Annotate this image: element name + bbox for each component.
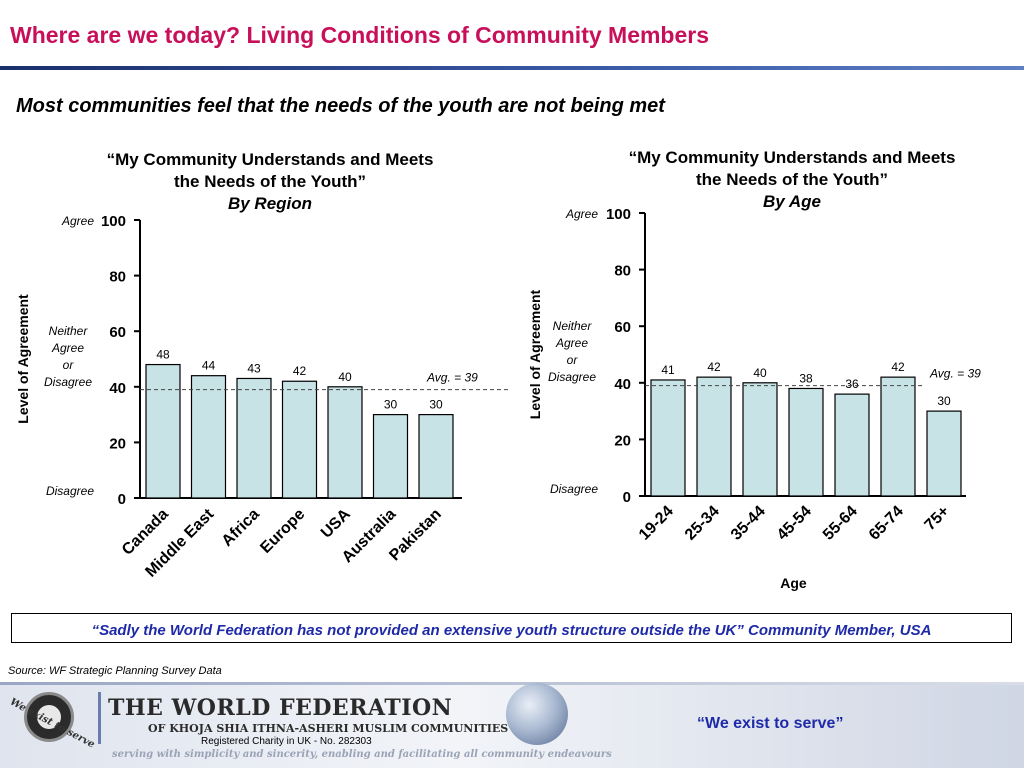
bar (236, 377, 272, 499)
chart-title-line: “My Community Understands and Meets (107, 150, 434, 169)
scale-label-neutral: or (63, 358, 75, 372)
slide-title: Where are we today? Living Conditions of… (10, 22, 710, 48)
chart-title-line: the Needs of the Youth” (174, 172, 366, 191)
scale-label-agree: Agree (565, 207, 598, 221)
average-label: Avg. = 39 (929, 367, 981, 381)
data-label: 43 (247, 361, 261, 375)
scale-label-agree: Agree (61, 214, 94, 228)
y-axis-label: Level of Agreement (15, 294, 31, 424)
chart-title-line: “My Community Understands and Meets (629, 148, 956, 167)
slide-header: Where are we today? Living Conditions of… (0, 0, 1024, 66)
scale-label-neutral: Disagree (548, 370, 596, 384)
y-tick-label: 80 (614, 263, 631, 280)
category-label: 19-24 (636, 503, 677, 544)
bar (926, 410, 962, 497)
data-label: 30 (429, 398, 443, 412)
scale-label-neutral: Agree (51, 341, 84, 355)
scale-label-disagree: Disagree (46, 484, 94, 498)
data-label: 40 (338, 370, 352, 384)
globe-icon (506, 683, 568, 745)
source-note: Source: WF Strategic Planning Survey Dat… (8, 665, 222, 677)
scale-label-neutral: Disagree (44, 375, 92, 389)
y-tick-label: 100 (606, 206, 631, 223)
category-label: 25-34 (682, 503, 723, 544)
scale-label-neutral: Neither (49, 324, 89, 338)
org-name: THE WORLD FEDERATION (108, 695, 453, 721)
motto: “We exist to serve” (697, 715, 844, 732)
y-tick-label: 40 (614, 376, 631, 393)
charts-canvas: “My Community Understands and Meets the N… (15, 148, 981, 591)
org-tagline: serving with simplicity and sincerity, e… (112, 749, 612, 760)
chart-title-line: the Needs of the Youth” (696, 170, 888, 189)
chart-title-line: By Region (228, 194, 312, 213)
category-label: Africa (219, 506, 263, 550)
logo-emblem (37, 705, 61, 729)
y-tick-label: 0 (623, 489, 631, 506)
org-subtitle: OF KHOJA SHIA ITHNA-ASHERI MUSLIM COMMUN… (148, 722, 509, 735)
category-label: Europe (257, 506, 308, 557)
y-tick-label: 0 (118, 491, 126, 508)
bar (418, 414, 454, 499)
header-divider (0, 66, 1024, 70)
y-tick-label: 20 (614, 432, 631, 449)
data-label: 41 (661, 363, 675, 377)
scale-label-disagree: Disagree (550, 482, 598, 496)
y-tick-label: 80 (109, 269, 126, 286)
bar (834, 393, 870, 497)
bar (281, 380, 318, 499)
slide-subtitle: Most communities feel that the needs of … (16, 95, 665, 117)
footer-divider (98, 692, 101, 744)
bar (327, 386, 363, 499)
data-label: 42 (293, 364, 307, 378)
bar (742, 382, 778, 497)
category-label: 55-64 (820, 503, 861, 544)
scale-label-neutral: Agree (555, 336, 588, 350)
bar (190, 375, 227, 499)
data-label: 40 (753, 366, 767, 380)
data-label: 38 (799, 371, 813, 385)
data-label: 48 (156, 348, 170, 362)
y-axis-label: Level of Agreement (527, 289, 543, 419)
data-label: 42 (707, 360, 721, 374)
footer-top-line (0, 682, 1024, 685)
category-label: USA (318, 505, 354, 541)
scale-label-neutral: or (567, 353, 579, 367)
category-label: 35-44 (728, 503, 769, 544)
y-tick-label: 40 (109, 380, 126, 397)
data-label: 42 (891, 360, 905, 374)
y-tick-label: 60 (614, 319, 631, 336)
bar (880, 376, 916, 497)
y-tick-label: 20 (109, 435, 126, 452)
data-label: 36 (845, 377, 859, 391)
bar (372, 414, 409, 499)
category-label: 65-74 (866, 503, 907, 544)
member-quote: “Sadly the World Federation has not prov… (91, 622, 932, 639)
bar (650, 379, 686, 497)
x-axis-label: Age (780, 575, 807, 591)
category-label: 75+ (922, 503, 953, 534)
category-label: 45-54 (774, 503, 815, 544)
chart-title-line: By Age (763, 192, 821, 211)
y-tick-label: 60 (109, 324, 126, 341)
bar (788, 387, 824, 497)
quote-box: “Sadly the World Federation has not prov… (11, 613, 1012, 643)
average-label: Avg. = 39 (426, 371, 478, 385)
charity-registration: Registered Charity in UK - No. 282303 (201, 736, 372, 747)
data-label: 30 (384, 398, 398, 412)
federation-logo (24, 692, 74, 742)
bar (145, 363, 181, 499)
data-label: 30 (937, 394, 951, 408)
scale-label-neutral: Neither (553, 319, 593, 333)
bar (696, 376, 732, 497)
data-label: 44 (202, 359, 216, 373)
y-tick-label: 100 (101, 213, 126, 230)
